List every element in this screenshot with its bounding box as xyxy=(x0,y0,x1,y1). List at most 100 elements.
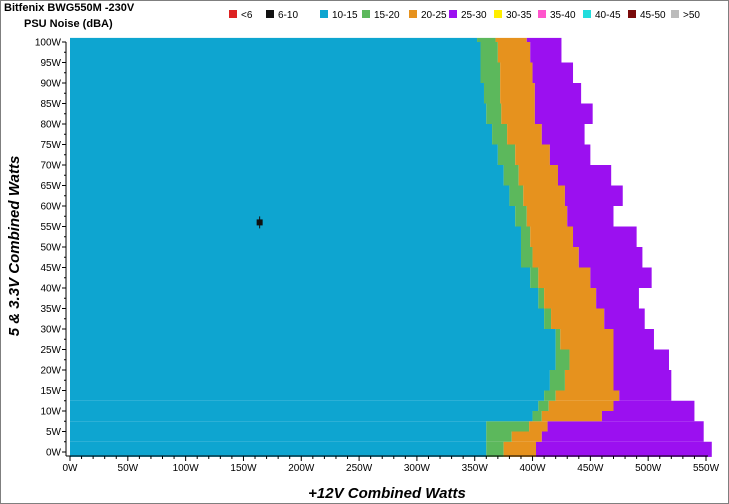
legend-label-9: 45-50 xyxy=(640,10,666,21)
heat-cell-6-1 xyxy=(549,370,565,391)
heat-cell-16-0 xyxy=(70,165,504,186)
x-tick-label-5: 250W xyxy=(346,463,373,474)
heat-cell-2-0 xyxy=(70,421,487,432)
heat-cell-14-0 xyxy=(70,206,516,227)
heat-cell-21-3 xyxy=(532,62,574,83)
heat-cell-1-3 xyxy=(541,431,704,442)
legend-swatch-0 xyxy=(229,10,237,18)
legend-swatch-10 xyxy=(671,10,679,18)
heat-cell-3-0 xyxy=(70,411,533,422)
y-tick-label-20: 100W xyxy=(35,38,62,49)
y-tick-label-16: 80W xyxy=(40,120,61,131)
y-tick-label-13: 65W xyxy=(40,181,61,192)
x-tick-label-0: 0W xyxy=(63,463,79,474)
heat-cell-2-3 xyxy=(547,421,704,432)
y-tick-label-19: 95W xyxy=(40,58,61,69)
heat-cell-8-1 xyxy=(555,329,561,350)
heat-cell-12-0 xyxy=(70,247,521,268)
heat-cell-1-1 xyxy=(486,431,512,442)
x-tick-label-8: 400W xyxy=(519,463,546,474)
legend-swatch-2 xyxy=(320,10,328,18)
x-tick-label-6: 300W xyxy=(404,463,431,474)
legend-label-5: 25-30 xyxy=(461,10,487,21)
heat-cell-2-1 xyxy=(486,421,530,432)
heat-cell-18-1 xyxy=(492,124,508,145)
x-tick-label-9: 450W xyxy=(577,463,604,474)
heat-cell-5-1 xyxy=(544,390,556,401)
legend-swatch-4 xyxy=(409,10,417,18)
y-tick-label-6: 30W xyxy=(40,325,61,336)
heat-cell-12-3 xyxy=(578,247,643,268)
y-tick-label-11: 55W xyxy=(40,222,61,233)
heat-cell-19-2 xyxy=(501,103,535,124)
heat-cell-20-0 xyxy=(70,83,484,104)
heat-cell-7-2 xyxy=(569,349,614,370)
y-tick-label-12: 60W xyxy=(40,202,61,213)
heat-cell-9-3 xyxy=(604,308,645,329)
heat-cell-19-3 xyxy=(534,103,593,124)
heat-cell-22-3 xyxy=(530,42,562,63)
legend-label-7: 35-40 xyxy=(550,10,576,21)
heat-cell-23-0 xyxy=(70,37,478,42)
heat-cell-21-0 xyxy=(70,62,481,83)
y-tick-label-0: 0W xyxy=(46,448,62,459)
heat-cell-18-2 xyxy=(507,124,542,145)
heat-cell-16-3 xyxy=(557,165,612,186)
chart-subtitle: PSU Noise (dBA) xyxy=(24,18,113,30)
y-tick-label-15: 75W xyxy=(40,140,61,151)
heat-cell-15-3 xyxy=(564,185,623,206)
heat-cell-7-3 xyxy=(613,349,669,370)
heat-cell-15-1 xyxy=(509,185,524,206)
heat-cell-4-3 xyxy=(613,400,695,411)
chart-title: Bitfenix BWG550M -230V xyxy=(4,2,135,14)
legend-label-8: 40-45 xyxy=(595,10,621,21)
heat-cell-7-1 xyxy=(555,349,570,370)
heat-cell-22-0 xyxy=(70,42,481,63)
heat-cell-23-3 xyxy=(526,37,562,42)
heat-cell-0-3 xyxy=(536,441,712,457)
legend-label-0: <6 xyxy=(241,10,253,21)
legend-label-4: 20-25 xyxy=(421,10,447,21)
y-tick-label-14: 70W xyxy=(40,161,61,172)
legend-label-6: 30-35 xyxy=(506,10,532,21)
y-tick-label-2: 10W xyxy=(40,407,61,418)
heat-cell-21-1 xyxy=(480,62,501,83)
heat-cell-3-2 xyxy=(541,411,602,422)
y-tick-label-3: 15W xyxy=(40,386,61,397)
legend-swatch-5 xyxy=(449,10,457,18)
x-tick-label-4: 200W xyxy=(288,463,315,474)
heat-cell-11-0 xyxy=(70,267,531,288)
heat-cell-19-0 xyxy=(70,103,487,124)
heat-cell-23-1 xyxy=(477,37,496,42)
y-tick-label-7: 35W xyxy=(40,304,61,315)
heat-cell-13-3 xyxy=(573,226,637,247)
heat-cell-10-3 xyxy=(596,288,639,309)
x-tick-label-2: 100W xyxy=(173,463,200,474)
heat-cell-13-0 xyxy=(70,226,521,247)
y-tick-label-10: 50W xyxy=(40,243,61,254)
legend-swatch-8 xyxy=(583,10,591,18)
heat-cell-3-3 xyxy=(601,411,695,422)
heat-cell-15-2 xyxy=(523,185,565,206)
heat-cell-20-1 xyxy=(483,83,501,104)
heat-cell-10-2 xyxy=(544,288,597,309)
heat-cell-0-1 xyxy=(486,441,504,457)
heat-cell-17-0 xyxy=(70,144,498,165)
heat-cell-6-0 xyxy=(70,370,550,391)
y-tick-label-8: 40W xyxy=(40,284,61,295)
legend-swatch-6 xyxy=(494,10,502,18)
heat-cell-22-1 xyxy=(480,42,498,63)
heat-cell-14-1 xyxy=(515,206,527,227)
legend-label-1: 6-10 xyxy=(278,10,298,21)
legend-swatch-3 xyxy=(362,10,370,18)
heat-cell-18-3 xyxy=(541,124,585,145)
x-tick-label-1: 50W xyxy=(118,463,139,474)
axes: 0W 5W 10W 15W 20W 25W 30W 35W 40W 45W 50W 55W 60W 65W… xyxy=(35,38,720,475)
heat-cell-16-1 xyxy=(503,165,519,186)
legend-swatch-9 xyxy=(628,10,636,18)
y-tick-label-1: 5W xyxy=(46,427,62,438)
heat-cell-17-3 xyxy=(549,144,591,165)
heat-cell-0-0 xyxy=(70,441,487,457)
heat-cell-2-2 xyxy=(529,421,548,432)
heat-cell-18-0 xyxy=(70,124,493,145)
